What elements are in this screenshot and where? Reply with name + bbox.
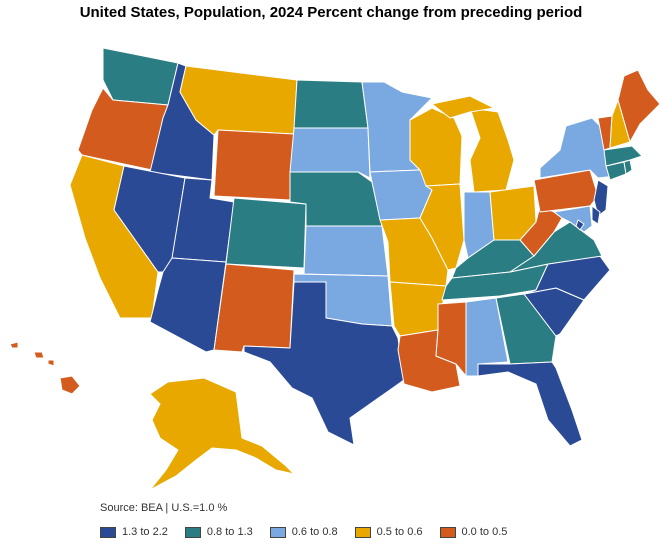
legend-item-2[interactable]: 0.6 to 0.8 bbox=[269, 525, 338, 539]
state-wa[interactable] bbox=[102, 47, 179, 106]
state-nd[interactable] bbox=[293, 79, 369, 129]
state-ga[interactable] bbox=[495, 293, 557, 365]
state-nj[interactable] bbox=[593, 179, 609, 217]
state-dc[interactable] bbox=[575, 219, 585, 231]
state-de[interactable] bbox=[591, 205, 601, 225]
source-note: Source: BEA | U.S.=1.0 % bbox=[100, 502, 228, 514]
legend-label-0: 1.3 to 2.2 bbox=[122, 526, 168, 538]
state-nm[interactable] bbox=[213, 263, 295, 353]
legend-item-1[interactable]: 0.8 to 1.3 bbox=[184, 525, 253, 539]
state-ks[interactable] bbox=[303, 225, 389, 277]
legend-item-4[interactable]: 0.0 to 0.5 bbox=[439, 525, 508, 539]
state-hi-island-2[interactable] bbox=[33, 351, 45, 359]
state-mi[interactable] bbox=[469, 107, 515, 193]
state-me[interactable] bbox=[617, 69, 661, 143]
legend-label-1: 0.8 to 1.3 bbox=[206, 526, 253, 538]
legend-label-2: 0.6 to 0.8 bbox=[291, 526, 338, 538]
legend-item-0[interactable]: 1.3 to 2.2 bbox=[100, 525, 168, 539]
state-az[interactable] bbox=[149, 257, 227, 353]
legend-swatch-2 bbox=[269, 526, 286, 538]
state-il[interactable] bbox=[419, 183, 465, 271]
legend-swatch-1 bbox=[184, 526, 201, 538]
legend-swatch-4 bbox=[439, 526, 456, 538]
state-ri[interactable] bbox=[623, 159, 633, 175]
state-fl[interactable] bbox=[477, 361, 583, 447]
state-mi-upper[interactable] bbox=[431, 95, 495, 119]
state-co[interactable] bbox=[225, 197, 307, 269]
state-hi[interactable] bbox=[59, 375, 81, 395]
state-wy[interactable] bbox=[213, 129, 295, 201]
state-hi-island-4[interactable] bbox=[9, 341, 19, 349]
state-sd[interactable] bbox=[289, 127, 371, 179]
legend: 1.3 to 2.2 0.8 to 1.3 0.6 to 0.8 0.5 to … bbox=[100, 525, 524, 539]
legend-label-3: 0.5 to 0.6 bbox=[376, 526, 423, 538]
state-ak[interactable] bbox=[149, 377, 295, 491]
legend-label-4: 0.0 to 0.5 bbox=[461, 526, 508, 538]
map-title: United States, Population, 2024 Percent … bbox=[79, 4, 583, 21]
legend-swatch-0 bbox=[100, 526, 116, 538]
state-hi-island-3[interactable] bbox=[47, 359, 55, 367]
legend-item-3[interactable]: 0.5 to 0.6 bbox=[354, 525, 423, 539]
legend-swatch-3 bbox=[354, 526, 371, 538]
state-ma[interactable] bbox=[603, 145, 643, 167]
state-tx[interactable] bbox=[243, 281, 405, 446]
